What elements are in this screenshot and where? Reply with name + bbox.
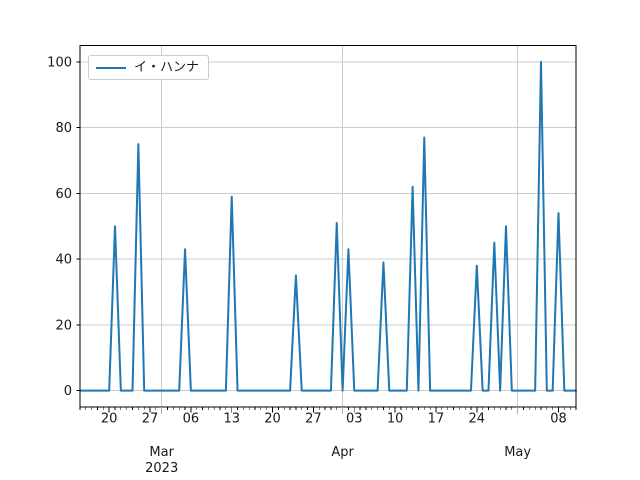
month-label: Mar (149, 445, 174, 460)
week-tick-label: 20 (101, 412, 118, 427)
week-tick-label: 27 (142, 412, 159, 427)
plot-border (79, 45, 577, 408)
week-tick-label: 06 (183, 412, 200, 427)
week-tick-label: 03 (346, 412, 363, 427)
y-tick-label: 80 (55, 121, 72, 136)
month-label: Apr (331, 445, 354, 460)
y-tick-label: 0 (64, 384, 72, 399)
legend-line-sample (96, 66, 126, 69)
legend: イ・ハンナ (88, 55, 210, 80)
week-tick-label: 20 (264, 412, 281, 427)
month-label: May (504, 445, 531, 460)
week-tick-label: 08 (550, 412, 567, 427)
y-tick-label: 100 (47, 55, 72, 70)
y-tick-label: 40 (55, 253, 72, 268)
series-line (79, 60, 577, 392)
week-tick-label: 10 (387, 412, 404, 427)
year-label: 2023 (145, 461, 178, 476)
legend-label: イ・ハンナ (134, 60, 200, 75)
week-tick-label: 27 (305, 412, 322, 427)
y-tick-label: 20 (55, 318, 72, 333)
y-tick-label: 60 (55, 187, 72, 202)
week-tick-label: 13 (223, 412, 240, 427)
week-tick-label: 24 (469, 412, 486, 427)
week-tick-label: 17 (428, 412, 445, 427)
